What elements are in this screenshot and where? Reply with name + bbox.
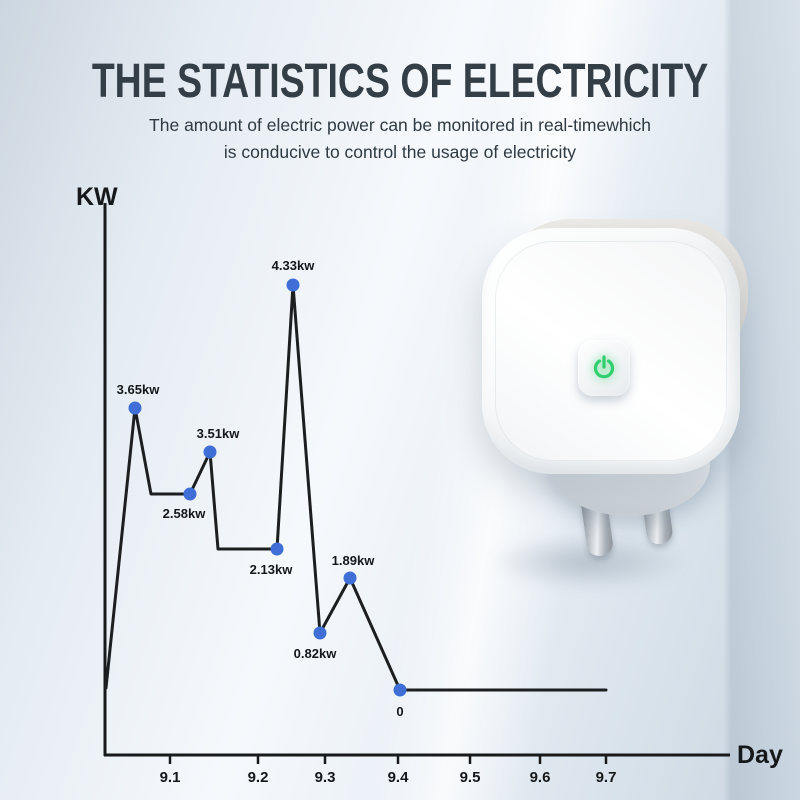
data-point-label: 3.65kw xyxy=(117,382,161,397)
page-title: THE STATISTICS OF ELECTRICITY xyxy=(91,55,709,109)
data-point xyxy=(183,487,197,501)
data-point-label: 0 xyxy=(396,704,403,719)
x-axis-label: Day xyxy=(737,741,783,769)
power-icon xyxy=(593,355,615,379)
plug-power-button xyxy=(578,340,630,396)
data-point-label: 4.33kw xyxy=(272,258,316,273)
data-point-label: 2.58kw xyxy=(163,506,207,521)
data-point xyxy=(270,542,284,556)
data-point xyxy=(203,445,217,459)
x-tick-label: 9.1 xyxy=(160,769,181,786)
subtitle-line-1: The amount of electric power can be moni… xyxy=(149,114,651,135)
consumption-line xyxy=(104,283,608,692)
x-tick-label: 9.7 xyxy=(596,769,617,786)
x-tick-label: 9.3 xyxy=(315,769,336,786)
data-point xyxy=(286,278,300,292)
data-point xyxy=(343,571,357,585)
data-point-label: 3.51kw xyxy=(197,426,241,441)
subtitle-line-2: is conducive to control the usage of ele… xyxy=(223,141,577,162)
y-axis-label: KW xyxy=(76,183,118,211)
data-point xyxy=(393,683,407,697)
x-tick-label: 9.4 xyxy=(388,769,410,786)
x-tick-label: 9.5 xyxy=(460,769,481,786)
data-point-label: 0.82kw xyxy=(294,646,338,661)
x-tick-label: 9.2 xyxy=(248,769,269,786)
data-point-label: 2.13kw xyxy=(250,562,294,577)
x-tick-label: 9.6 xyxy=(530,769,551,786)
data-point-label: 1.89kw xyxy=(332,553,376,568)
plug-body xyxy=(482,228,740,474)
data-point xyxy=(313,626,327,640)
data-point xyxy=(128,401,142,415)
smart-plug-image xyxy=(460,216,770,601)
